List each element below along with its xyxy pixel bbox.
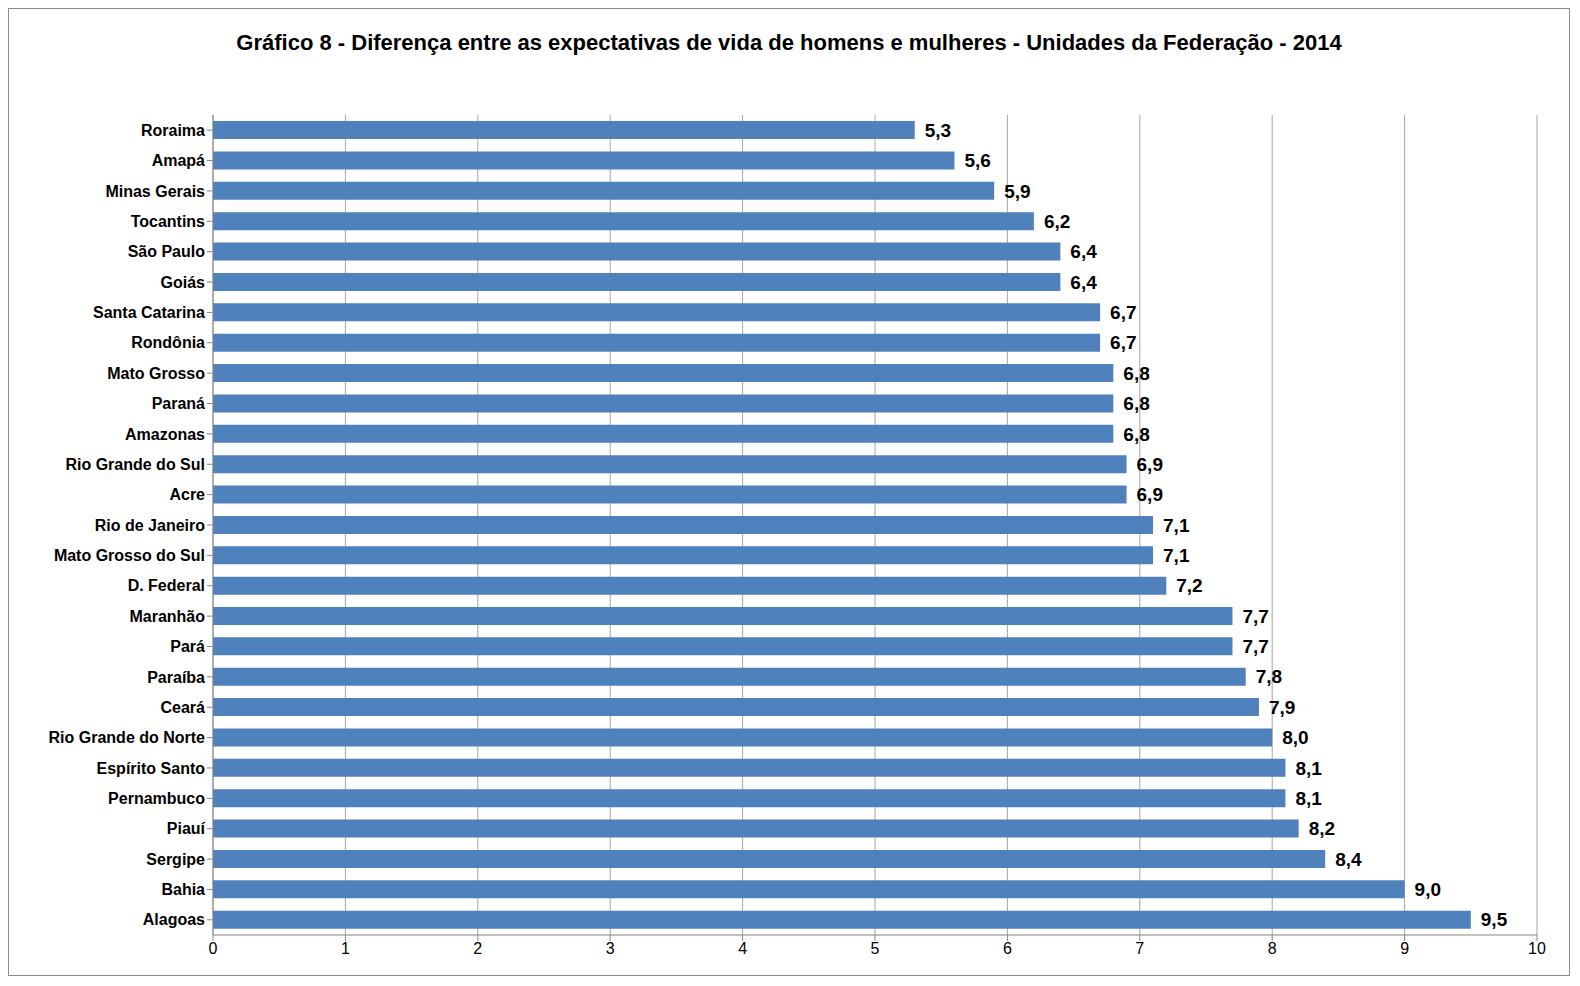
svg-text:6,9: 6,9 xyxy=(1137,454,1163,475)
svg-text:7,1: 7,1 xyxy=(1163,545,1190,566)
svg-text:2: 2 xyxy=(473,940,482,957)
svg-text:8: 8 xyxy=(1268,940,1277,957)
svg-text:Minas Gerais: Minas Gerais xyxy=(105,183,205,200)
svg-text:6,4: 6,4 xyxy=(1070,241,1097,262)
html-text:Gráfico 8 - Diferença entre as: Gráfico 8 - Diferença entre as expectati… xyxy=(236,30,1342,55)
svg-text:Ceará: Ceará xyxy=(161,699,206,716)
svg-text:8,0: 8,0 xyxy=(1282,727,1308,748)
svg-text:3: 3 xyxy=(606,940,615,957)
svg-text:Pernambuco: Pernambuco xyxy=(108,790,205,807)
svg-text:6,8: 6,8 xyxy=(1123,424,1149,445)
svg-text:6,4: 6,4 xyxy=(1070,272,1097,293)
svg-text:5,9: 5,9 xyxy=(1004,181,1030,202)
svg-text:9: 9 xyxy=(1400,940,1409,957)
svg-text:Alagoas: Alagoas xyxy=(143,911,205,928)
svg-text:6,7: 6,7 xyxy=(1110,302,1136,323)
svg-text:Maranhão: Maranhão xyxy=(129,608,205,625)
svg-text:Rio Grande do Sul: Rio Grande do Sul xyxy=(65,456,205,473)
svg-text:São Paulo: São Paulo xyxy=(128,243,206,260)
svg-text:8,2: 8,2 xyxy=(1309,818,1335,839)
svg-text:Pará: Pará xyxy=(170,638,205,655)
svg-text:7: 7 xyxy=(1135,940,1144,957)
svg-text:Bahia: Bahia xyxy=(161,881,205,898)
svg-text:6,7: 6,7 xyxy=(1110,332,1136,353)
svg-text:Espírito Santo: Espírito Santo xyxy=(97,760,206,777)
svg-text:5,6: 5,6 xyxy=(964,150,990,171)
svg-text:Paraná: Paraná xyxy=(152,395,205,412)
svg-text:7,1: 7,1 xyxy=(1163,515,1190,536)
svg-text:Paraíba: Paraíba xyxy=(147,669,205,686)
svg-text:5,3: 5,3 xyxy=(925,120,951,141)
svg-text:Rio de Janeiro: Rio de Janeiro xyxy=(95,517,205,534)
svg-text:Roraima: Roraima xyxy=(141,122,205,139)
svg-text:6,8: 6,8 xyxy=(1123,393,1149,414)
svg-text:8,1: 8,1 xyxy=(1295,758,1322,779)
svg-text:Goiás: Goiás xyxy=(161,274,206,291)
svg-text:D. Federal: D. Federal xyxy=(128,577,205,594)
svg-text:5: 5 xyxy=(871,940,880,957)
svg-text:4: 4 xyxy=(738,940,747,957)
svg-text:0: 0 xyxy=(209,940,218,957)
svg-text:6,8: 6,8 xyxy=(1123,363,1149,384)
svg-text:Acre: Acre xyxy=(169,486,205,503)
svg-text:6,2: 6,2 xyxy=(1044,211,1070,232)
svg-text:Santa Catarina: Santa Catarina xyxy=(93,304,205,321)
svg-text:Sergipe: Sergipe xyxy=(146,851,205,868)
svg-text:1: 1 xyxy=(341,940,350,957)
svg-text:8,1: 8,1 xyxy=(1295,788,1322,809)
svg-text:Amapá: Amapá xyxy=(152,152,205,169)
svg-text:Rio Grande do Norte: Rio Grande do Norte xyxy=(49,729,206,746)
svg-text:6,9: 6,9 xyxy=(1137,484,1163,505)
svg-text:Piauí: Piauí xyxy=(167,820,206,837)
svg-text:7,2: 7,2 xyxy=(1176,575,1202,596)
svg-text:7,8: 7,8 xyxy=(1256,666,1282,687)
svg-text:Amazonas: Amazonas xyxy=(125,426,205,443)
svg-text:Mato Grosso: Mato Grosso xyxy=(107,365,205,382)
svg-text:Rondônia: Rondônia xyxy=(131,334,205,351)
svg-text:Tocantins: Tocantins xyxy=(131,213,205,230)
svg-text:7,7: 7,7 xyxy=(1242,636,1268,657)
svg-text:7,7: 7,7 xyxy=(1242,606,1268,627)
svg-text:7,9: 7,9 xyxy=(1269,697,1295,718)
svg-text:8,4: 8,4 xyxy=(1335,849,1362,870)
svg-text:9,5: 9,5 xyxy=(1481,909,1508,930)
svg-text:Mato Grosso do Sul: Mato Grosso do Sul xyxy=(54,547,205,564)
svg-text:9,0: 9,0 xyxy=(1415,879,1441,900)
svg-text:10: 10 xyxy=(1528,940,1546,957)
svg-text:6: 6 xyxy=(1003,940,1012,957)
